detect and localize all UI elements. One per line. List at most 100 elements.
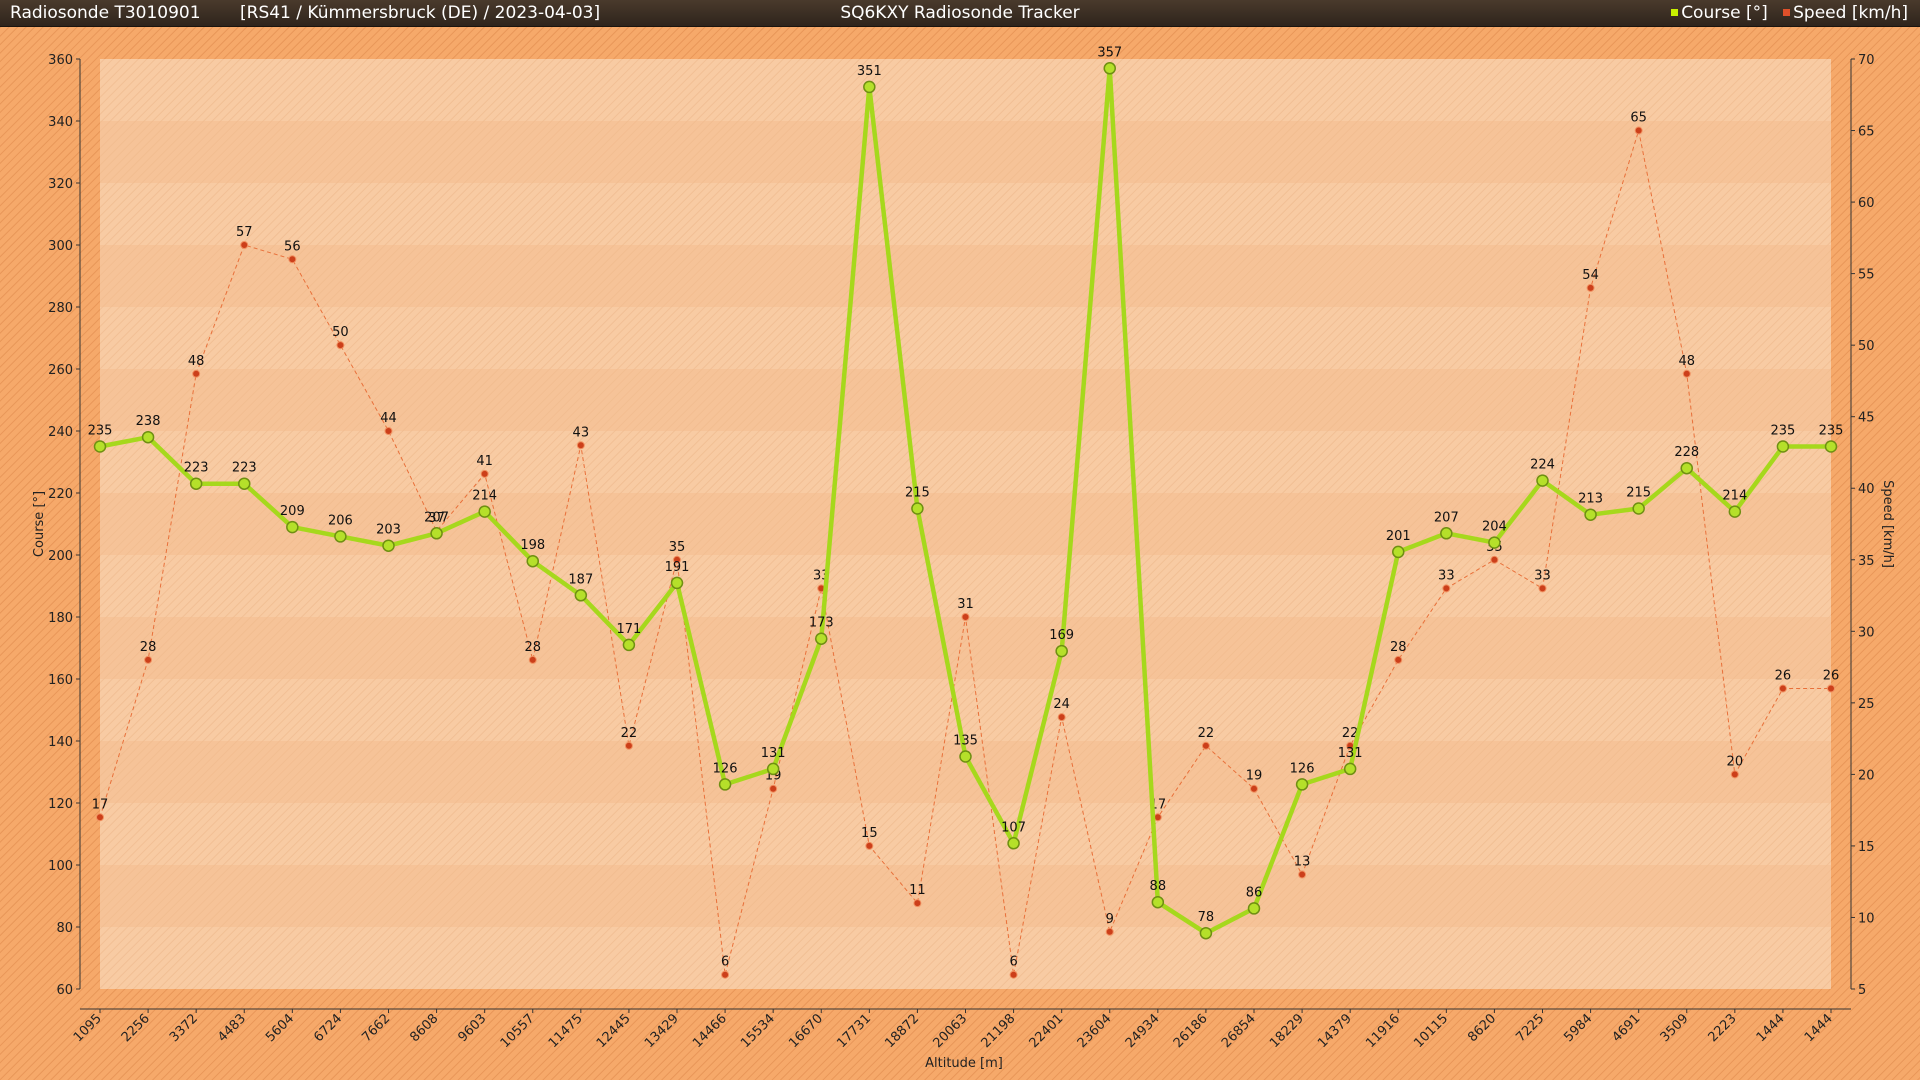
speed-data-label: 26 — [1775, 669, 1792, 684]
y-tick-label-right: 10 — [1858, 911, 1875, 926]
course-point — [622, 638, 636, 652]
course-data-label: 131 — [1338, 746, 1363, 761]
y-tick-label-left: 360 — [48, 53, 73, 68]
speed-point — [1730, 770, 1739, 779]
y-tick-label-left: 100 — [48, 859, 73, 874]
y-tick-label-right: 30 — [1858, 625, 1875, 640]
legend-course: Course [°] — [1671, 3, 1768, 23]
course-data-label: 198 — [520, 538, 545, 553]
speed-point — [336, 341, 345, 350]
speed-point — [769, 784, 778, 793]
legend-course-label: Course [°] — [1681, 3, 1768, 23]
speed-point — [1009, 970, 1018, 979]
legend-speed-swatch — [1783, 9, 1791, 16]
course-data-label: 204 — [1482, 520, 1507, 535]
sonde-id: Radiosonde T3010901 — [10, 3, 201, 23]
course-point — [1728, 505, 1742, 518]
legend: Course [°] Speed [km/h] — [1661, 0, 1908, 26]
course-data-label: 107 — [1001, 820, 1026, 835]
speed-point — [1682, 369, 1691, 378]
speed-point — [1827, 684, 1835, 693]
speed-data-label: 54 — [1582, 268, 1599, 283]
course-point — [1103, 62, 1116, 75]
y-tick-label-right: 40 — [1858, 482, 1875, 497]
sonde-subtitle: [RS41 / Kümmersbruck (DE) / 2023-04-03] — [240, 3, 601, 23]
y-tick-label-left: 260 — [48, 363, 73, 378]
speed-data-label: 44 — [380, 411, 397, 426]
speed-point — [1778, 684, 1787, 693]
y-tick-label-left: 160 — [48, 673, 73, 688]
course-data-label: 86 — [1246, 885, 1263, 900]
course-point — [1007, 837, 1020, 850]
speed-point — [1490, 555, 1499, 564]
y-tick-label-right: 65 — [1858, 125, 1875, 140]
y-tick-label-right: 25 — [1858, 697, 1875, 712]
course-point — [1055, 644, 1068, 658]
speed-data-label: 65 — [1630, 111, 1647, 126]
course-point — [1776, 440, 1790, 453]
speed-data-label: 41 — [476, 454, 493, 469]
legend-speed-label: Speed [km/h] — [1793, 3, 1908, 23]
course-point — [189, 477, 203, 490]
speed-data-label: 22 — [1342, 726, 1359, 741]
speed-data-label: 19 — [1246, 769, 1263, 784]
course-data-label: 351 — [857, 64, 882, 79]
speed-point — [480, 469, 489, 478]
plot-bands — [100, 121, 1831, 927]
y-tick-label-right: 55 — [1858, 268, 1875, 283]
speed-point — [865, 841, 874, 850]
speed-point — [1201, 741, 1210, 750]
y-tick-label-left: 220 — [48, 487, 73, 502]
speed-data-label: 48 — [188, 354, 205, 369]
course-data-label: 228 — [1674, 445, 1699, 460]
course-data-label: 187 — [568, 572, 593, 587]
speed-data-label: 28 — [1390, 640, 1407, 655]
course-point — [1199, 926, 1213, 940]
y-tick-label-left: 340 — [48, 115, 73, 130]
speed-data-label: 56 — [284, 239, 301, 254]
speed-data-label: 35 — [669, 540, 686, 555]
course-data-label: 209 — [280, 504, 305, 519]
y-tick-label-left: 80 — [56, 921, 73, 936]
y-tick-label-left: 120 — [48, 797, 73, 812]
speed-point — [1586, 283, 1595, 292]
course-point — [93, 440, 107, 453]
course-point — [911, 502, 924, 515]
y-tick-label-right: 20 — [1858, 768, 1875, 783]
speed-data-label: 37 — [428, 511, 445, 526]
course-point — [863, 80, 876, 94]
course-data-label: 224 — [1530, 458, 1555, 473]
course-point — [1824, 440, 1838, 453]
y-tick-label-right: 5 — [1858, 983, 1866, 998]
course-point — [382, 539, 395, 552]
speed-point — [528, 655, 537, 664]
course-data-label: 215 — [905, 486, 930, 501]
course-point — [1632, 502, 1645, 515]
speed-data-label: 6 — [1009, 955, 1017, 970]
y-axis-label-right: Speed [km/h] — [1880, 480, 1895, 568]
speed-point — [1105, 927, 1114, 936]
y-tick-label-left: 240 — [48, 425, 73, 440]
plot-band — [100, 617, 1831, 679]
speed-data-label: 17 — [92, 797, 109, 812]
course-point — [478, 505, 491, 518]
course-data-label: 214 — [472, 489, 497, 504]
speed-point — [913, 899, 922, 908]
course-data-label: 215 — [1626, 486, 1651, 501]
course-point — [959, 750, 972, 763]
speed-point — [1442, 584, 1451, 593]
course-data-label: 235 — [1819, 424, 1844, 439]
course-data-label: 214 — [1722, 489, 1747, 504]
speed-data-label: 57 — [236, 225, 253, 240]
speed-data-label: 43 — [573, 425, 590, 440]
y-tick-label-right: 35 — [1858, 554, 1875, 569]
course-point — [334, 530, 347, 543]
course-data-label: 223 — [184, 461, 209, 476]
y-tick-label-left: 60 — [56, 983, 73, 998]
speed-data-label: 24 — [1053, 697, 1070, 712]
speed-point — [1538, 584, 1547, 593]
x-axis-label: Altitude [m] — [925, 1056, 1003, 1071]
course-point — [1536, 474, 1549, 487]
title-bar: Radiosonde T3010901 [RS41 / Kümmersbruck… — [0, 0, 1920, 27]
course-data-label: 213 — [1578, 492, 1603, 507]
